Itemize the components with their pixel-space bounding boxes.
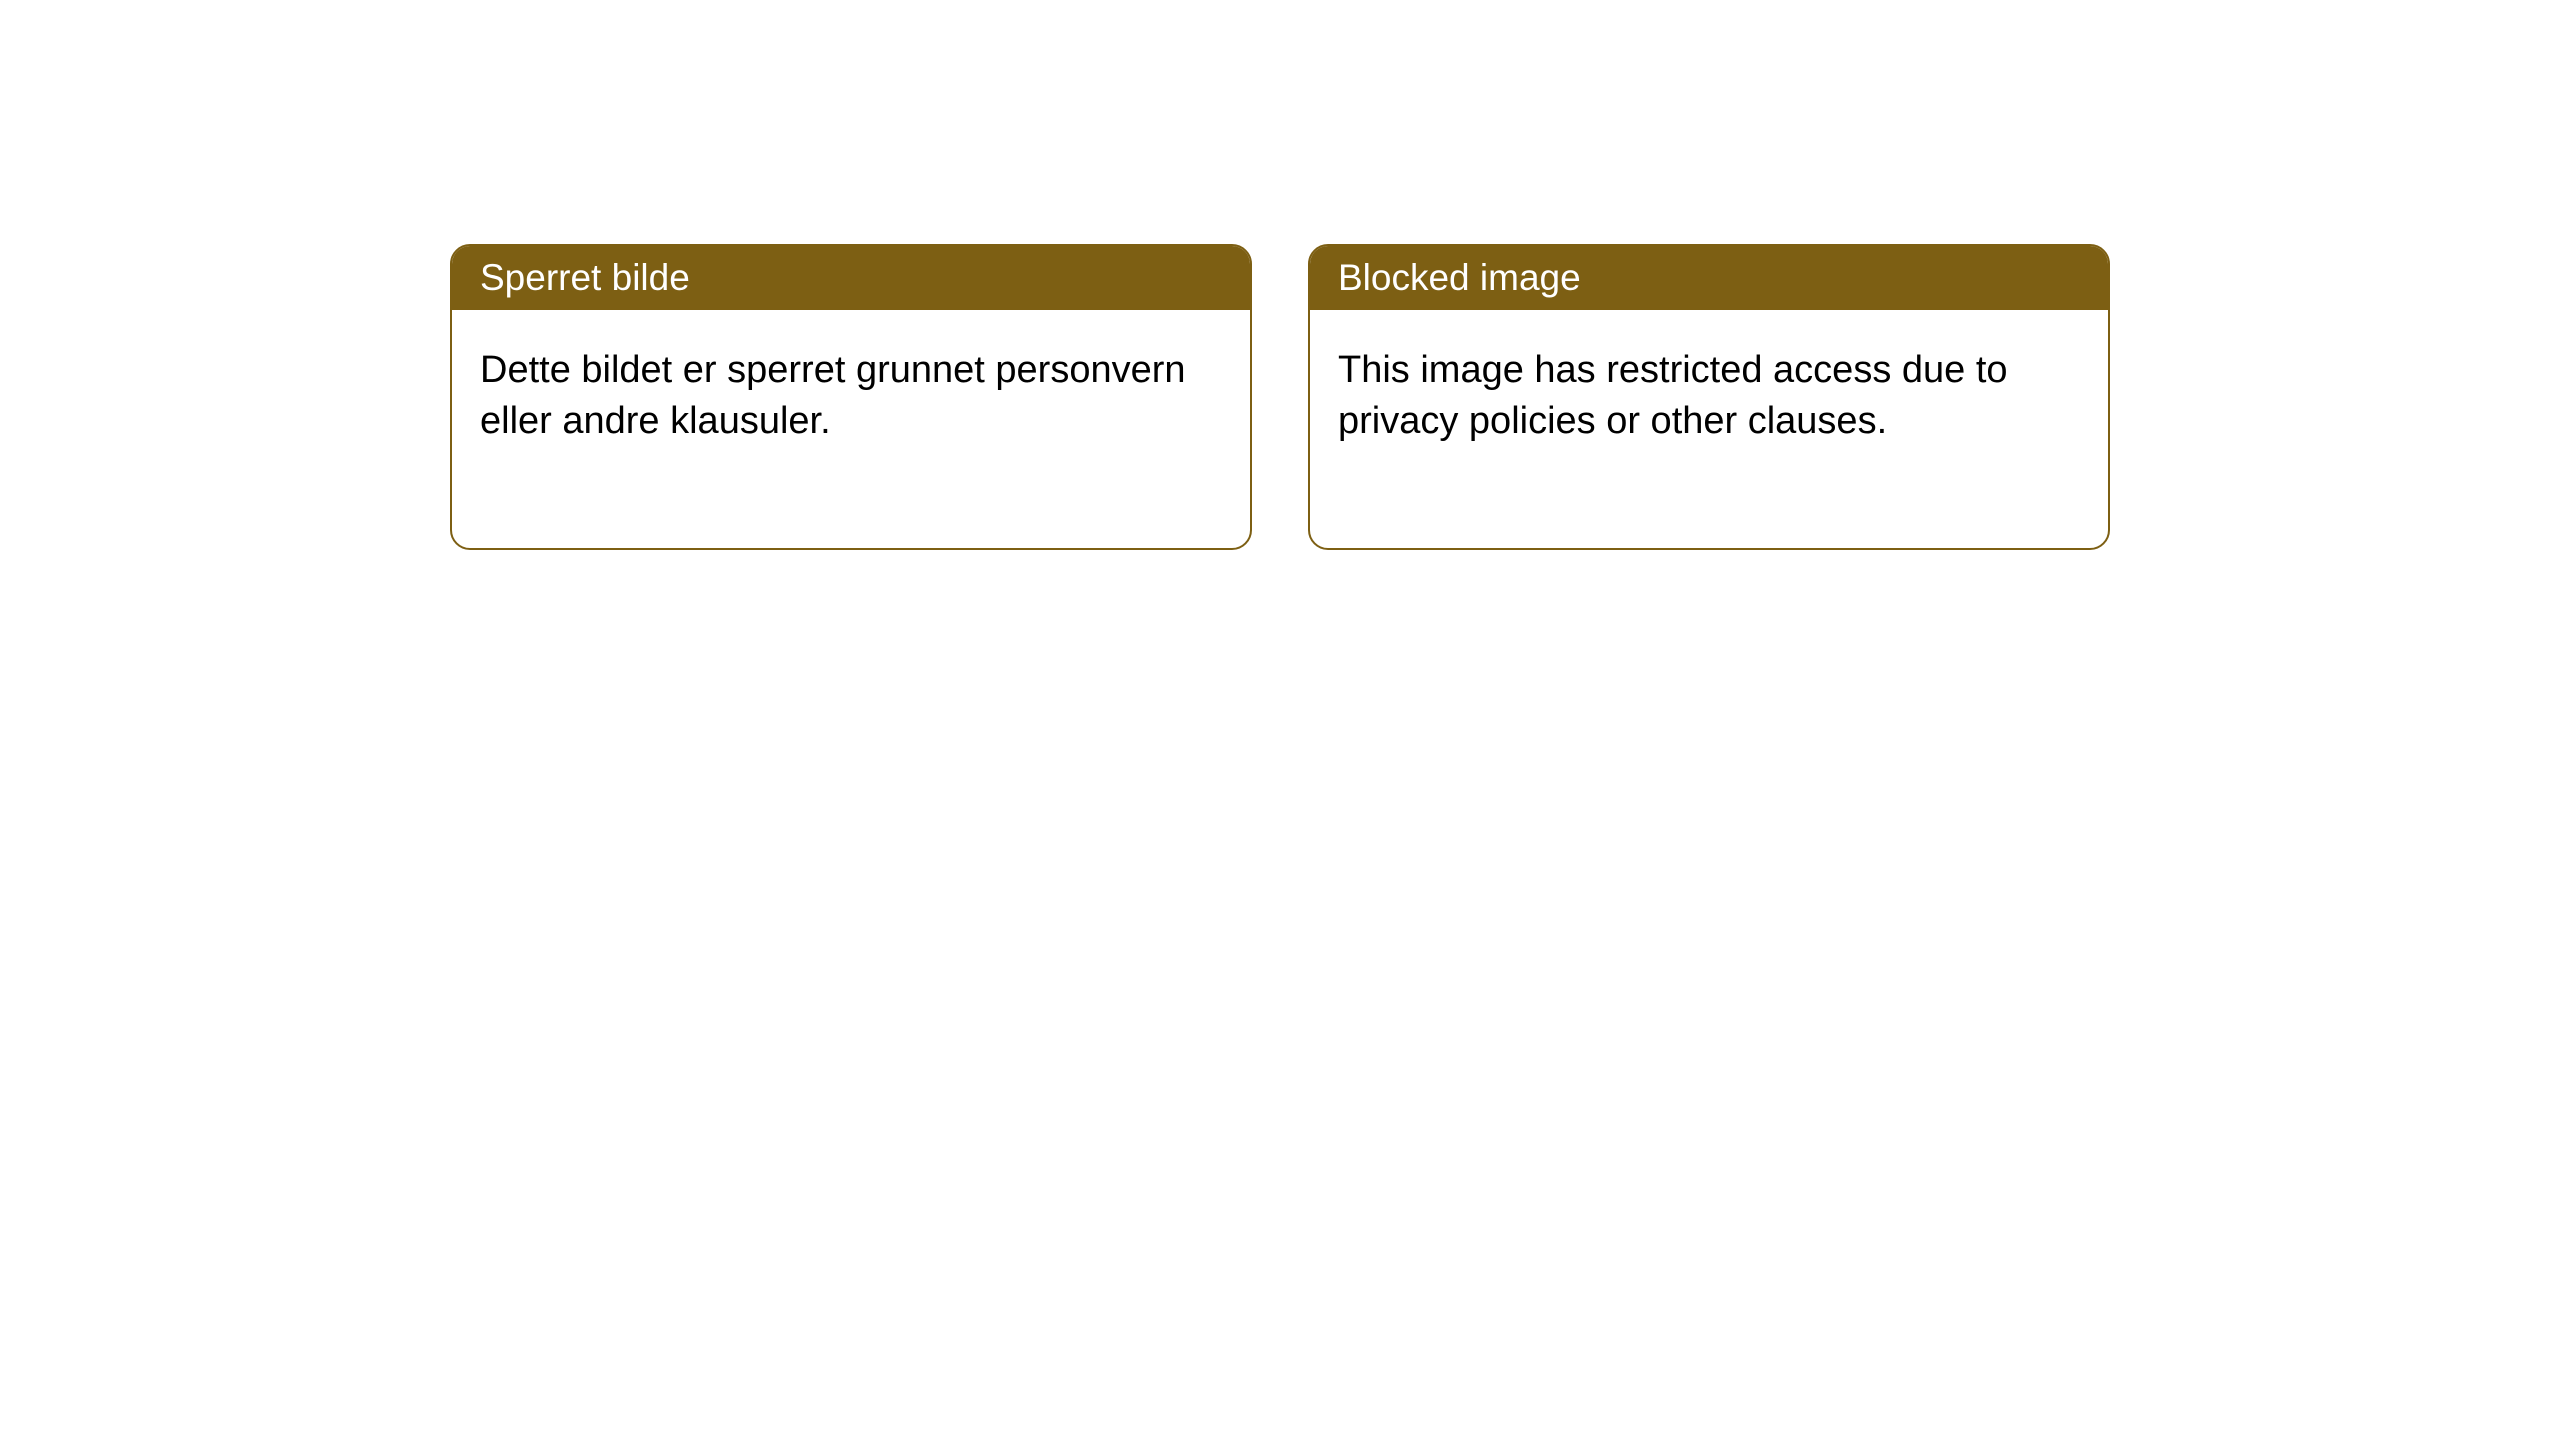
cards-container: Sperret bilde Dette bildet er sperret gr… (0, 0, 2560, 550)
card-header: Sperret bilde (452, 246, 1250, 310)
blocked-image-card-no: Sperret bilde Dette bildet er sperret gr… (450, 244, 1252, 550)
card-body: This image has restricted access due to … (1310, 310, 2108, 548)
card-header: Blocked image (1310, 246, 2108, 310)
card-body: Dette bildet er sperret grunnet personve… (452, 310, 1250, 548)
blocked-image-card-en: Blocked image This image has restricted … (1308, 244, 2110, 550)
